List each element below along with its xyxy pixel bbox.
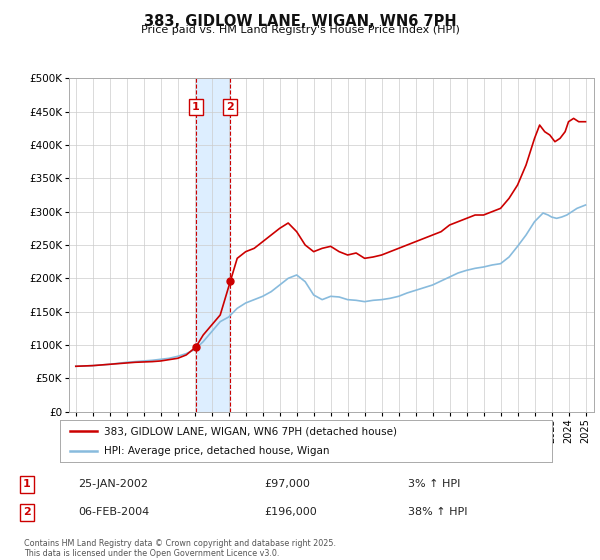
- Text: 383, GIDLOW LANE, WIGAN, WN6 7PH: 383, GIDLOW LANE, WIGAN, WN6 7PH: [143, 14, 457, 29]
- Text: £196,000: £196,000: [264, 507, 317, 517]
- Text: Price paid vs. HM Land Registry's House Price Index (HPI): Price paid vs. HM Land Registry's House …: [140, 25, 460, 35]
- Text: 1: 1: [23, 479, 31, 489]
- Text: 383, GIDLOW LANE, WIGAN, WN6 7PH (detached house): 383, GIDLOW LANE, WIGAN, WN6 7PH (detach…: [104, 426, 397, 436]
- Text: Contains HM Land Registry data © Crown copyright and database right 2025.
This d: Contains HM Land Registry data © Crown c…: [24, 539, 336, 558]
- Text: 25-JAN-2002: 25-JAN-2002: [78, 479, 148, 489]
- Text: 1: 1: [192, 102, 200, 112]
- Text: 2: 2: [227, 102, 234, 112]
- Text: £97,000: £97,000: [264, 479, 310, 489]
- Text: 2: 2: [23, 507, 31, 517]
- Text: 3% ↑ HPI: 3% ↑ HPI: [408, 479, 460, 489]
- Text: 06-FEB-2004: 06-FEB-2004: [78, 507, 149, 517]
- Text: HPI: Average price, detached house, Wigan: HPI: Average price, detached house, Wiga…: [104, 446, 330, 456]
- Text: 38% ↑ HPI: 38% ↑ HPI: [408, 507, 467, 517]
- Bar: [196, 78, 230, 412]
